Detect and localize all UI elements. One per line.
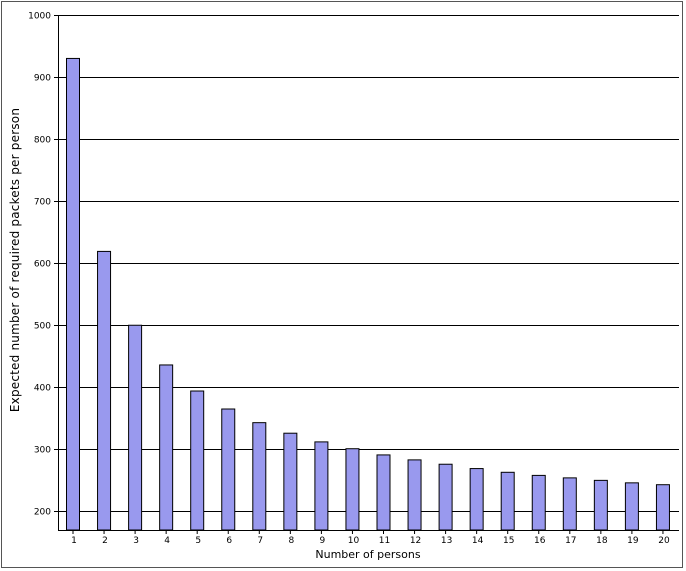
bar [221, 408, 236, 531]
y-tick-label: 500 [34, 322, 51, 332]
x-tick-label: 14 [472, 536, 484, 546]
y-tick-label: 900 [34, 74, 51, 84]
bar [283, 432, 298, 531]
y-tick-label: 600 [34, 260, 51, 270]
bar [655, 484, 670, 531]
bar [562, 477, 577, 531]
x-tick-label: 11 [379, 536, 390, 546]
x-tick-label: 4 [164, 536, 170, 546]
bar [624, 482, 639, 531]
x-tick-label: 16 [534, 536, 546, 546]
x-tick-label: 5 [195, 536, 201, 546]
bar [128, 324, 143, 531]
bar [97, 250, 112, 531]
bar [252, 422, 267, 531]
x-tick-label: 17 [565, 536, 576, 546]
x-axis-label: Number of persons [315, 548, 420, 561]
y-tick-label: 300 [34, 446, 51, 456]
x-tick-label: 7 [257, 536, 263, 546]
x-tick-label: 18 [596, 536, 608, 546]
x-tick-label: 6 [226, 536, 232, 546]
axes [58, 15, 679, 531]
x-tick-label: 1 [71, 536, 77, 546]
y-axis-label: Expected number of required packets per … [8, 108, 22, 412]
bar [66, 57, 80, 531]
x-tick-label: 15 [503, 536, 514, 546]
x-tick-label: 9 [320, 536, 326, 546]
bar [438, 463, 453, 531]
bar [345, 448, 360, 531]
x-tick-label: 12 [410, 536, 421, 546]
grid-lines [58, 15, 679, 512]
x-tick-label: 10 [348, 536, 360, 546]
y-tick-label: 1000 [28, 12, 51, 22]
x-tick-label: 20 [658, 536, 670, 546]
y-tick-label: 800 [34, 136, 51, 146]
y-tick-label: 700 [34, 198, 51, 208]
x-tick-label: 2 [102, 536, 108, 546]
bar [190, 390, 205, 531]
bar [593, 479, 608, 531]
y-tick-label: 200 [34, 508, 51, 518]
bars [66, 57, 670, 531]
bar [407, 459, 422, 531]
x-tick-label: 8 [288, 536, 294, 546]
bar [376, 454, 391, 531]
bar [159, 364, 174, 531]
x-tick-label: 3 [133, 536, 139, 546]
bar [531, 474, 546, 531]
x-tick-label: 13 [441, 536, 452, 546]
x-tick-label: 19 [627, 536, 639, 546]
bar [500, 471, 515, 531]
bar [314, 441, 329, 531]
x-ticks: 1 2 3 4 5 6 7 8 9 10 11 12 13 14 15 16 17 18 19 20 [71, 530, 670, 546]
bar [469, 468, 484, 531]
y-tick-label: 400 [34, 384, 51, 394]
y-ticks: 200 300 400 500 600 700 800 900 1000 [28, 12, 58, 518]
